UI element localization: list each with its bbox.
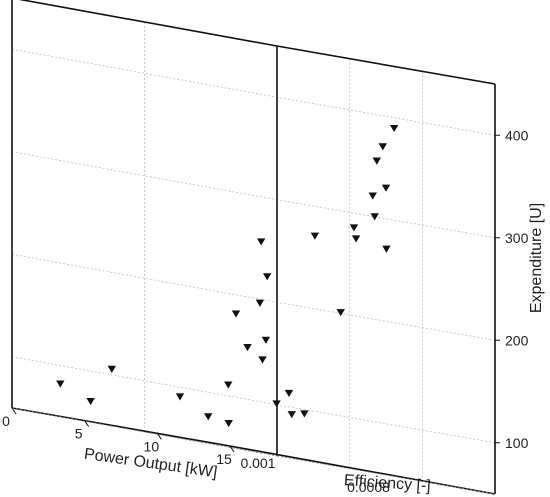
gridline-z-right-3	[11, 48, 278, 98]
x-tick-label-0: 0	[2, 413, 10, 429]
data-point-16	[258, 356, 267, 364]
gridline-z-left-0	[276, 404, 496, 444]
data-point-28	[389, 125, 399, 133]
data-point-7	[300, 410, 309, 418]
y-axis-label: Efficiency [-]	[343, 472, 431, 495]
data-point-12	[257, 238, 266, 246]
data-point-11	[262, 273, 272, 281]
data-point-27	[372, 157, 382, 165]
gridline-z-right-2	[11, 151, 278, 201]
data-point-22	[351, 235, 361, 243]
data-point-5	[224, 381, 233, 389]
x-tick-label-1: 5	[75, 426, 83, 442]
edge-floor-left	[11, 407, 278, 457]
data-point-8	[287, 411, 296, 419]
gridline-z-left-2	[276, 199, 496, 239]
x-tick-2	[156, 433, 162, 440]
data-point-13	[204, 413, 213, 421]
data-point-3	[175, 393, 185, 401]
data-point-19	[382, 245, 391, 253]
data-point-18	[349, 224, 359, 232]
x-tick-label-3: 15	[216, 451, 232, 467]
grid-lines	[11, 22, 496, 495]
data-point-1	[86, 397, 95, 406]
data-point-25	[368, 192, 377, 200]
data-point-4	[243, 344, 252, 352]
data-point-17	[310, 232, 320, 240]
x-tick-3	[229, 445, 235, 453]
data-point-24	[381, 184, 391, 192]
z-tick-label-2: 300	[505, 230, 529, 246]
data-point-9	[255, 299, 265, 307]
data-point-15	[231, 310, 241, 318]
data-point-20	[284, 389, 294, 397]
x-tick-1	[84, 420, 90, 427]
gridline-z-left-3	[276, 96, 496, 136]
axes-frame	[11, 0, 496, 495]
data-point-21	[336, 309, 345, 317]
data-points	[56, 125, 399, 428]
data-point-14	[224, 419, 233, 428]
y-tick-label-1: 0.0008	[347, 479, 390, 495]
edge-top-right	[276, 45, 496, 85]
data-point-0	[56, 380, 65, 388]
z-tick-label-3: 400	[505, 127, 529, 143]
gridline-z-right-1	[11, 253, 278, 303]
data-point-10	[261, 336, 271, 344]
y-tick-label-0: 0.001	[240, 455, 275, 471]
edge-floor-right	[276, 455, 496, 495]
z-axis-label: Expenditure [U]	[528, 203, 545, 313]
gridline-z-right-0	[11, 356, 278, 406]
x-tick-label-2: 10	[144, 438, 160, 454]
gridline-z-left-1	[276, 301, 496, 341]
z-tick-label-1: 200	[505, 332, 529, 348]
z-tick-label-0: 100	[505, 435, 529, 451]
data-point-23	[370, 213, 379, 221]
x-tick-0	[11, 407, 17, 415]
data-point-26	[378, 143, 387, 151]
data-point-2	[107, 365, 117, 373]
edge-top-left	[18, 0, 278, 47]
data-point-6	[272, 400, 281, 408]
